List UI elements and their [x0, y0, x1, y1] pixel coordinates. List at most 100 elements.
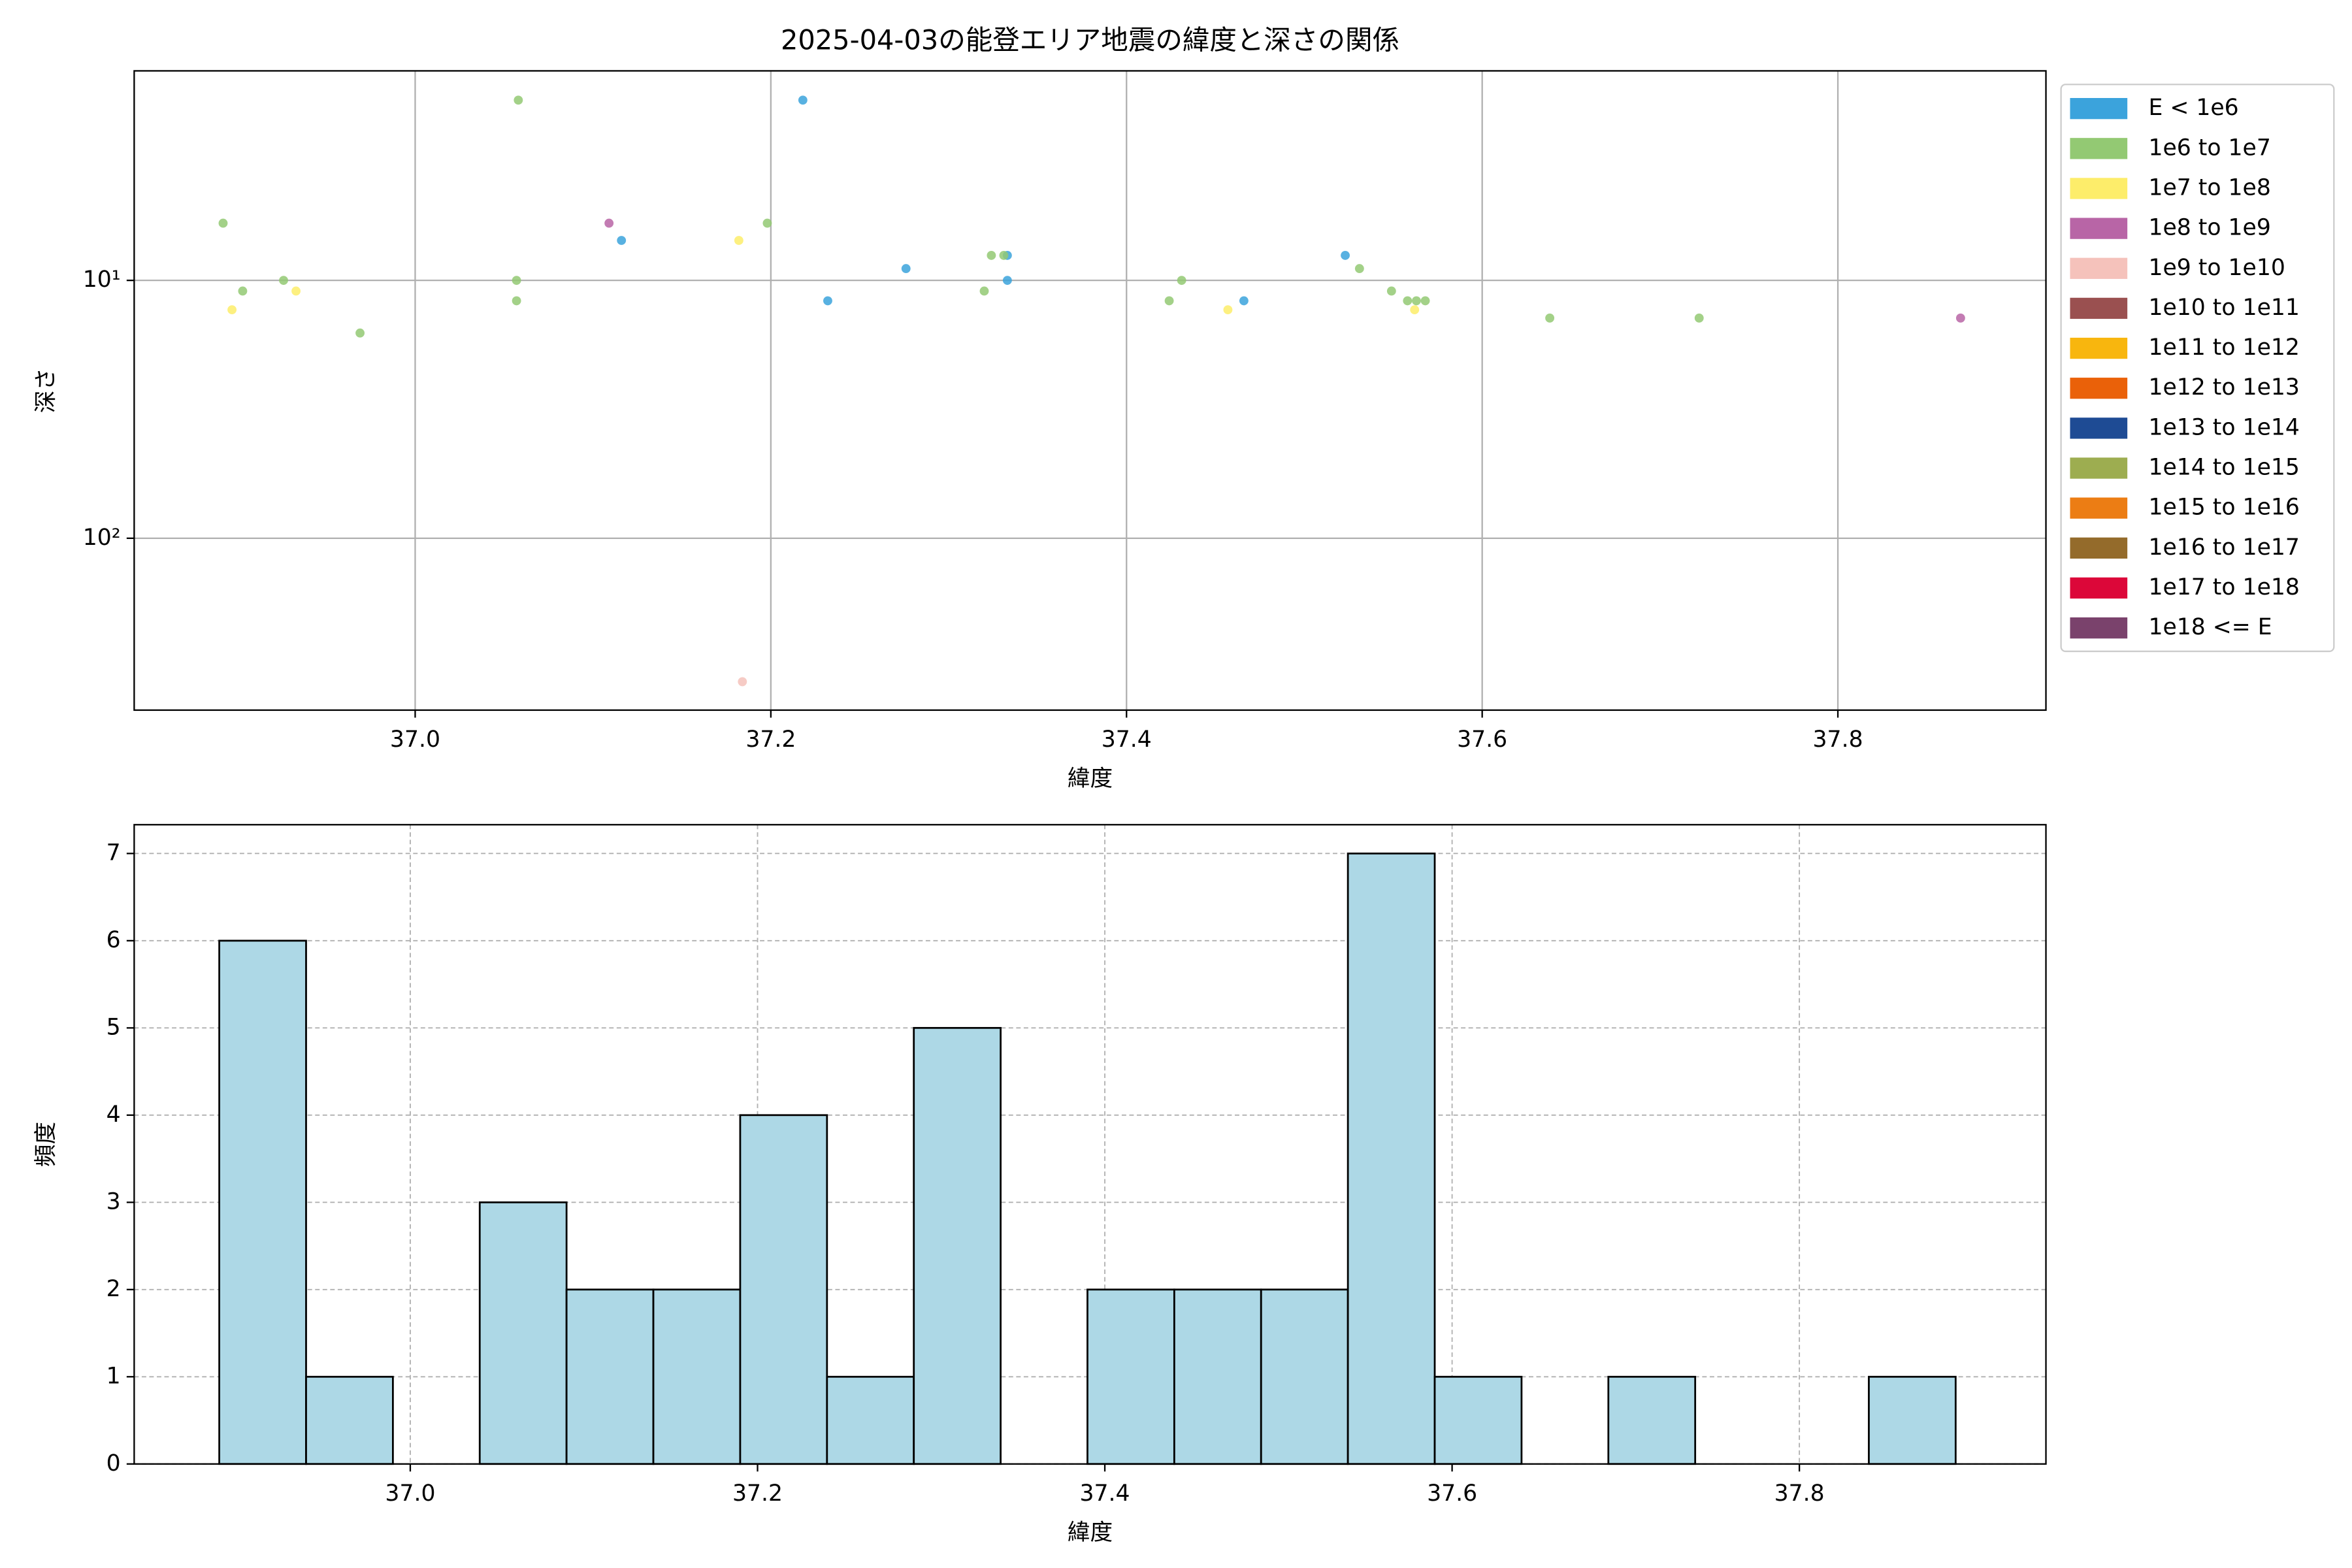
legend-swatch: [2070, 138, 2128, 159]
legend-label: 1e10 to 1e11: [2148, 295, 2299, 321]
bar: [1173, 1288, 1262, 1465]
point: [1223, 305, 1233, 315]
point: [1545, 313, 1555, 323]
point: [291, 286, 301, 296]
legend-swatch: [2070, 617, 2128, 639]
point: [798, 95, 808, 105]
legend-label: 1e9 to 1e10: [2148, 255, 2285, 281]
y-tick-label: 7: [106, 840, 121, 866]
legend-swatch: [2070, 178, 2128, 199]
legend-swatch: [2070, 257, 2128, 279]
legend-swatch: [2070, 417, 2128, 439]
point: [355, 328, 365, 338]
point: [1354, 264, 1364, 274]
point: [987, 250, 996, 260]
point: [1955, 313, 1965, 323]
y-tick-label: 10¹: [83, 267, 121, 293]
y-axis-label: 深さ: [33, 368, 59, 413]
point: [1694, 313, 1704, 323]
x-tick-label: 37.4: [1080, 1480, 1130, 1507]
bar: [1607, 1375, 1697, 1465]
point: [279, 276, 288, 286]
point: [1341, 250, 1350, 260]
point: [227, 305, 237, 315]
y-tick-label: 1: [106, 1363, 121, 1389]
bar: [1260, 1288, 1349, 1465]
bar: [305, 1375, 394, 1465]
y-tick-label: 3: [106, 1188, 121, 1215]
point: [1386, 286, 1396, 296]
chart-title: 2025-04-03の能登エリア地震の緯度と深さの関係: [781, 24, 1399, 56]
point: [901, 264, 911, 274]
legend-frame: [2060, 84, 2335, 653]
x-tick-label: 37.6: [1427, 1480, 1477, 1507]
legend-swatch: [2070, 337, 2128, 359]
plot-frame: [133, 70, 2047, 711]
point: [1410, 305, 1420, 315]
legend-swatch: [2070, 577, 2128, 599]
legend-label: 1e16 to 1e17: [2148, 534, 2299, 561]
bar: [652, 1288, 742, 1465]
point: [1177, 276, 1186, 286]
point: [979, 286, 989, 296]
bar: [739, 1114, 828, 1465]
legend-label: 1e15 to 1e16: [2148, 495, 2299, 521]
legend-swatch: [2070, 297, 2128, 319]
legend-label: 1e17 to 1e18: [2148, 574, 2299, 600]
legend-swatch: [2070, 218, 2128, 239]
legend-label: 1e12 to 1e13: [2148, 374, 2299, 400]
point: [1412, 296, 1421, 306]
bar: [1433, 1375, 1523, 1465]
plot-frame: [133, 824, 2047, 1465]
point: [218, 218, 228, 228]
x-axis-label: 緯度: [1068, 1520, 1113, 1546]
y-axis-label: 頻度: [33, 1122, 59, 1167]
legend-label: 1e18 <= E: [2148, 614, 2272, 640]
legend-swatch: [2070, 457, 2128, 479]
y-tick-label: 10²: [83, 525, 121, 551]
point: [617, 236, 627, 245]
point: [999, 250, 1009, 260]
legend-label: 1e7 to 1e8: [2148, 174, 2270, 201]
y-tick-label: 5: [106, 1014, 121, 1040]
point: [604, 218, 614, 228]
bar: [478, 1201, 568, 1465]
legend-label: 1e11 to 1e12: [2148, 335, 2299, 361]
legend-swatch: [2070, 378, 2128, 399]
point: [1403, 296, 1413, 306]
point: [734, 236, 743, 245]
legend-swatch: [2070, 537, 2128, 559]
y-tick-label: 6: [106, 927, 121, 953]
bar: [1086, 1288, 1175, 1465]
x-tick-label: 37.2: [732, 1480, 783, 1507]
x-tick-label: 37.4: [1102, 727, 1152, 753]
point: [738, 677, 747, 687]
x-tick-label: 37.6: [1457, 727, 1507, 753]
x-tick-label: 37.0: [390, 727, 440, 753]
y-tick-label: 0: [106, 1450, 121, 1477]
legend-label: 1e6 to 1e7: [2148, 135, 2270, 161]
bar: [913, 1026, 1002, 1465]
point: [823, 296, 832, 306]
legend-label: 1e13 to 1e14: [2148, 414, 2299, 440]
x-axis-label: 緯度: [1068, 766, 1113, 792]
legend-label: E < 1e6: [2148, 95, 2238, 121]
y-tick-label: 4: [106, 1102, 121, 1128]
bar: [1347, 852, 1436, 1465]
bar: [565, 1288, 655, 1465]
x-tick-label: 37.0: [385, 1480, 435, 1507]
point: [514, 95, 523, 105]
x-tick-label: 37.2: [745, 727, 796, 753]
legend-label: 1e8 to 1e9: [2148, 215, 2270, 241]
point: [1239, 296, 1249, 306]
legend-label: 1e14 to 1e15: [2148, 455, 2299, 481]
bar: [1868, 1375, 1957, 1465]
point: [1164, 296, 1174, 306]
legend-swatch: [2070, 497, 2128, 519]
legend-swatch: [2070, 98, 2128, 120]
x-tick-label: 37.8: [1813, 727, 1863, 753]
bar: [218, 939, 307, 1465]
point: [1420, 296, 1430, 306]
point: [512, 276, 521, 286]
